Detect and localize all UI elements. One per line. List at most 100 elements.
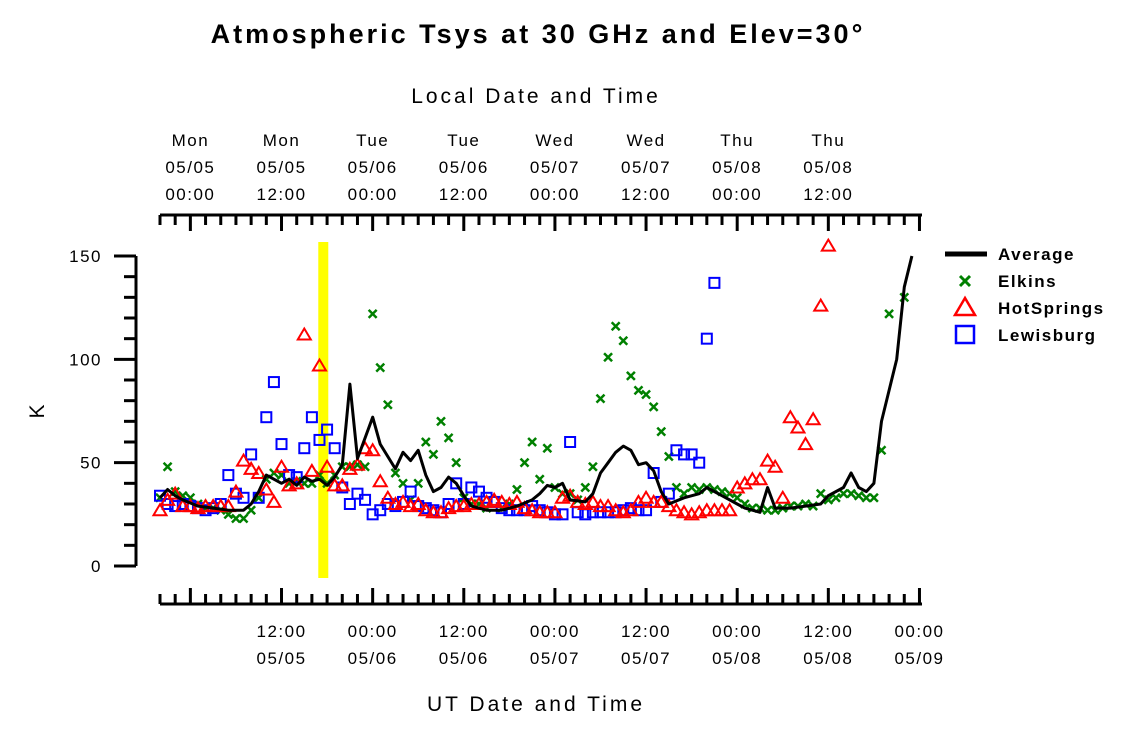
bottom-tick-label-date: 05/06 xyxy=(348,649,398,668)
point-elkins xyxy=(853,490,864,501)
top-tick-label-date: 05/06 xyxy=(439,158,489,177)
point-lewisburg xyxy=(678,448,691,461)
point-elkins xyxy=(732,492,743,503)
point-elkins xyxy=(238,513,249,524)
point-hotsprings xyxy=(546,504,564,519)
point-hotsprings xyxy=(630,493,647,508)
point-hotsprings xyxy=(584,493,602,508)
x-axis-title: UT Date and Time xyxy=(427,693,645,716)
point-hotsprings xyxy=(789,419,807,434)
bottom-tick-label-date: 05/08 xyxy=(712,649,762,668)
legend-label: HotSprings xyxy=(998,299,1105,318)
bottom-tick-label-date: 05/05 xyxy=(256,649,306,668)
legend-item-average: Average xyxy=(945,245,1075,264)
chart-title: Atmospheric Tsys at 30 GHz and Elev=30° xyxy=(211,19,866,49)
point-hotsprings xyxy=(265,493,283,508)
point-lewisburg xyxy=(685,448,698,461)
top-tick-label-date: 05/07 xyxy=(530,158,580,177)
point-hotsprings xyxy=(622,502,640,517)
y-tick-label: 50 xyxy=(80,454,102,473)
point-hotsprings xyxy=(493,493,511,508)
point-hotsprings xyxy=(273,458,290,473)
point-hotsprings xyxy=(782,409,799,424)
point-hotsprings xyxy=(751,471,769,486)
top-axis-title: Local Date and Time xyxy=(411,85,661,108)
point-hotsprings xyxy=(258,481,275,496)
point-elkins xyxy=(762,505,773,516)
point-hotsprings xyxy=(652,493,670,508)
point-hotsprings xyxy=(599,498,617,513)
point-lewisburg xyxy=(708,276,721,289)
point-lewisburg xyxy=(313,433,326,446)
point-elkins xyxy=(618,335,629,346)
series-average xyxy=(158,255,914,514)
point-lewisburg xyxy=(260,411,273,424)
point-lewisburg xyxy=(700,332,713,345)
point-elkins xyxy=(884,308,894,319)
point-hotsprings xyxy=(660,498,678,513)
top-tick-label-time: 00:00 xyxy=(712,185,762,204)
point-lewisburg xyxy=(305,411,318,424)
point-hotsprings xyxy=(668,502,685,517)
bottom-tick-label-time: 00:00 xyxy=(712,622,762,641)
top-tick-label-time: 12:00 xyxy=(803,185,853,204)
point-elkins xyxy=(610,321,621,332)
top-tick-label-date: 05/07 xyxy=(621,158,671,177)
point-elkins xyxy=(443,432,454,443)
point-elkins xyxy=(542,443,553,454)
legend-swatch xyxy=(952,295,978,317)
point-hotsprings xyxy=(759,452,776,467)
top-tick-label-date: 05/08 xyxy=(712,158,762,177)
y-tick-label: 100 xyxy=(69,350,102,369)
top-tick-label-time: 00:00 xyxy=(348,185,398,204)
point-hotsprings xyxy=(607,502,624,517)
bottom-tick-label-time: 00:00 xyxy=(530,622,580,641)
point-lewisburg xyxy=(237,491,250,504)
point-elkins xyxy=(861,492,872,503)
point-hotsprings xyxy=(820,237,837,252)
top-tick-label-date: 05/06 xyxy=(348,158,398,177)
point-elkins xyxy=(451,457,462,468)
point-elkins xyxy=(580,482,591,493)
point-hotsprings xyxy=(409,496,427,510)
point-elkins xyxy=(656,426,667,437)
point-elkins xyxy=(375,362,386,373)
point-elkins xyxy=(382,399,393,410)
point-hotsprings xyxy=(812,297,829,312)
point-elkins xyxy=(633,385,644,396)
top-tick-label-date: 05/05 xyxy=(165,158,215,177)
point-hotsprings xyxy=(364,442,381,457)
legend-swatch xyxy=(954,324,976,345)
point-hotsprings xyxy=(379,489,397,504)
top-tick-label-time: 12:00 xyxy=(256,185,306,204)
point-elkins xyxy=(428,449,439,460)
point-elkins xyxy=(512,484,522,495)
legend-label: Average xyxy=(998,245,1075,264)
legend-item-elkins: Elkins xyxy=(958,272,1056,291)
bottom-tick-label-time: 00:00 xyxy=(894,622,944,641)
point-hotsprings xyxy=(728,479,746,494)
point-hotsprings xyxy=(318,458,336,473)
bottom-tick-label-time: 12:00 xyxy=(256,622,306,641)
point-lewisburg xyxy=(321,423,334,436)
point-hotsprings xyxy=(804,411,822,426)
point-hotsprings xyxy=(371,473,389,488)
point-lewisburg xyxy=(245,448,258,461)
point-lewisburg xyxy=(328,442,341,455)
top-tick-label-day: Thu xyxy=(720,131,754,150)
point-lewisburg xyxy=(290,471,303,484)
point-elkins xyxy=(420,437,431,447)
point-elkins xyxy=(162,461,173,472)
point-elkins xyxy=(846,488,857,499)
point-hotsprings xyxy=(311,357,328,372)
top-tick-label-time: 00:00 xyxy=(165,185,215,204)
point-elkins xyxy=(815,488,826,499)
point-hotsprings xyxy=(675,504,693,519)
point-hotsprings xyxy=(523,502,541,517)
point-hotsprings xyxy=(296,326,313,341)
top-tick-label-time: 12:00 xyxy=(439,185,489,204)
point-hotsprings xyxy=(432,504,450,519)
top-tick-label-day: Tue xyxy=(447,131,480,150)
point-hotsprings xyxy=(349,456,366,471)
legend-item-hotsprings: HotSprings xyxy=(952,295,1105,318)
